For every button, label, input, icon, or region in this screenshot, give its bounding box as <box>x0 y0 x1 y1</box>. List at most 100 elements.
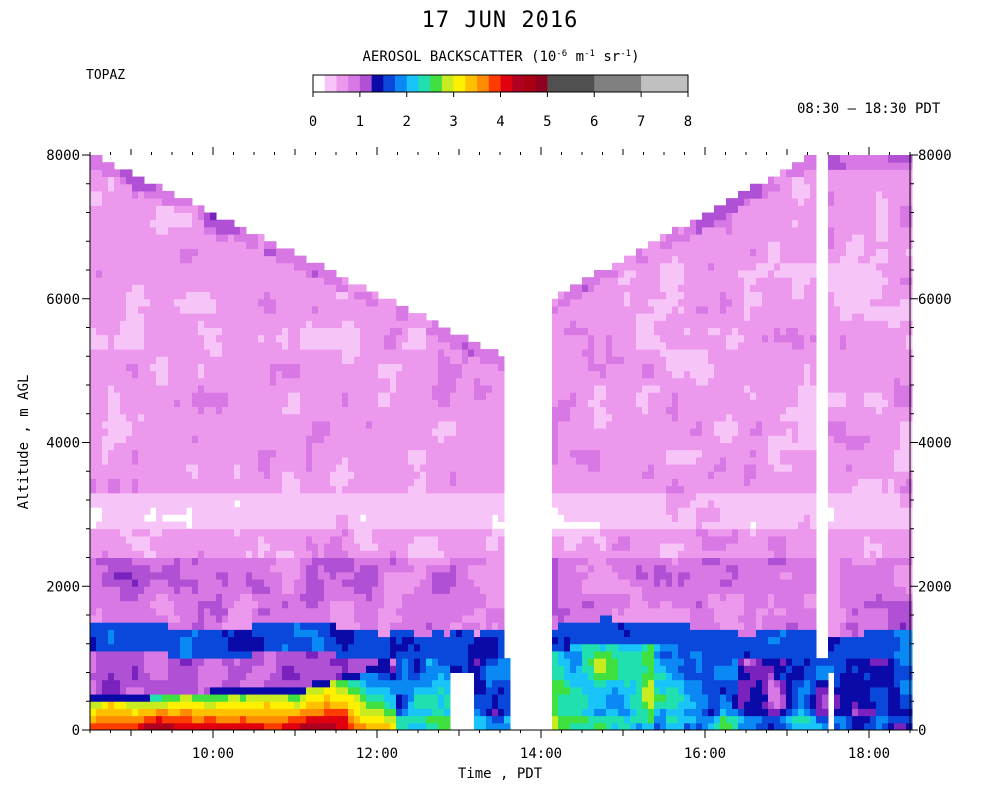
heatmap-cell <box>360 672 367 681</box>
heatmap-cell <box>564 543 571 551</box>
heatmap-cell <box>126 456 133 465</box>
heatmap-cell <box>138 492 145 501</box>
heatmap-cell <box>450 564 457 573</box>
heatmap-cell <box>210 535 217 544</box>
heatmap-cell <box>120 607 127 616</box>
heatmap-cell <box>588 334 595 343</box>
heatmap-cell <box>228 435 235 443</box>
heatmap-cell <box>396 492 403 501</box>
heatmap-cell <box>552 528 559 537</box>
heatmap-cell <box>450 492 457 501</box>
heatmap-cell <box>192 420 199 429</box>
heatmap-cell <box>264 571 271 580</box>
heatmap-cell <box>420 385 427 393</box>
heatmap-cell <box>222 234 229 242</box>
heatmap-cell <box>342 464 349 472</box>
heatmap-cell <box>312 629 319 638</box>
heatmap-cell <box>396 629 403 638</box>
heatmap-cell <box>156 708 163 717</box>
heatmap-cell <box>144 284 151 293</box>
heatmap-cell <box>204 615 211 623</box>
heatmap-cell <box>204 349 211 357</box>
heatmap-cell <box>102 579 109 587</box>
heatmap-cell <box>156 241 163 249</box>
heatmap-cell <box>102 471 109 479</box>
heatmap-cell <box>360 535 367 544</box>
heatmap-cell <box>240 615 247 623</box>
colorbar-swatch <box>324 75 337 92</box>
heatmap-cell <box>408 701 415 709</box>
heatmap-cell <box>102 686 109 695</box>
heatmap-cell <box>420 456 427 465</box>
heatmap-cell <box>498 550 505 558</box>
heatmap-cell <box>276 255 283 264</box>
heatmap-cell <box>150 356 157 364</box>
heatmap-cell <box>96 392 103 400</box>
heatmap-cell <box>108 485 115 494</box>
heatmap-cell <box>228 234 235 242</box>
heatmap-cell <box>462 650 469 659</box>
heatmap-cell <box>282 615 289 623</box>
heatmap-cell <box>312 291 319 300</box>
heatmap-cell <box>486 492 493 501</box>
heatmap-cell <box>456 564 463 573</box>
heatmap-cell <box>108 607 115 616</box>
heatmap-cell <box>156 291 163 300</box>
heatmap-cell <box>174 406 181 415</box>
heatmap-cell <box>348 298 355 307</box>
heatmap-cell <box>174 377 181 386</box>
heatmap-cell <box>246 607 253 616</box>
heatmap-cell <box>258 392 265 400</box>
heatmap-cell <box>558 586 565 594</box>
heatmap-cell <box>390 636 397 645</box>
heatmap-cell <box>240 586 247 594</box>
heatmap-cell <box>420 471 427 479</box>
heatmap-cell <box>180 406 187 415</box>
heatmap-cell <box>234 449 241 458</box>
heatmap-cell <box>282 665 289 673</box>
heatmap-cell <box>384 672 391 681</box>
heatmap-cell <box>552 564 559 573</box>
heatmap-cell <box>108 262 115 271</box>
heatmap-cell <box>414 449 421 458</box>
heatmap-cell <box>114 636 121 645</box>
heatmap-cell <box>354 557 361 566</box>
heatmap-cell <box>264 255 271 264</box>
heatmap-cell <box>168 722 175 731</box>
heatmap-cell <box>426 694 433 702</box>
heatmap-cell <box>570 399 577 408</box>
heatmap-cell <box>384 385 391 393</box>
heatmap-cell <box>240 622 247 630</box>
heatmap-cell <box>276 334 283 343</box>
heatmap-cell <box>204 464 211 472</box>
heatmap-cell <box>108 507 115 515</box>
heatmap-cell <box>144 543 151 551</box>
heatmap-cell <box>330 456 337 465</box>
heatmap-cell <box>264 564 271 573</box>
heatmap-cell <box>330 485 337 494</box>
heatmap-cell <box>240 535 247 544</box>
heatmap-cell <box>420 686 427 695</box>
heatmap-cell <box>192 500 199 508</box>
heatmap-cell <box>558 600 565 609</box>
heatmap-cell <box>138 643 145 652</box>
heatmap-cell <box>306 399 313 408</box>
heatmap-cell <box>378 334 385 343</box>
heatmap-cell <box>240 629 247 638</box>
heatmap-cell <box>342 665 349 673</box>
heatmap-cell <box>306 385 313 393</box>
heatmap-cell <box>360 327 367 336</box>
heatmap-cell <box>198 334 205 343</box>
heatmap-cell <box>186 370 193 379</box>
heatmap-cell <box>156 428 163 436</box>
heatmap-cell <box>564 492 571 501</box>
heatmap-cell <box>492 528 499 537</box>
heatmap-cell <box>222 456 229 465</box>
heatmap-cell <box>90 169 97 178</box>
heatmap-cell <box>384 492 391 501</box>
heatmap-cell <box>138 341 145 350</box>
heatmap-cell <box>300 557 307 566</box>
heatmap-cell <box>438 341 445 350</box>
heatmap-cell <box>168 219 175 228</box>
heatmap-cell <box>306 291 313 300</box>
